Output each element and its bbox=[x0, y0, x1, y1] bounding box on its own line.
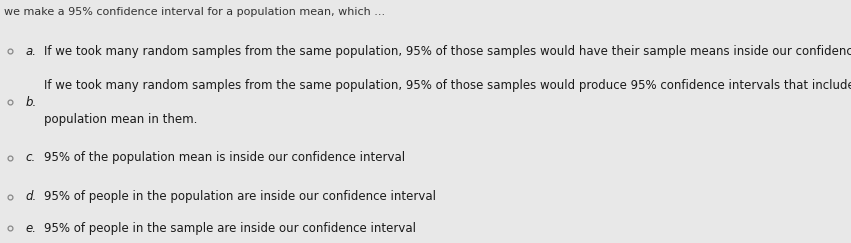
Text: e.: e. bbox=[26, 222, 37, 235]
Text: 95% of people in the sample are inside our confidence interval: 95% of people in the sample are inside o… bbox=[44, 222, 416, 235]
Text: 95% of people in the population are inside our confidence interval: 95% of people in the population are insi… bbox=[44, 190, 437, 203]
Text: If we took many random samples from the same population, 95% of those samples wo: If we took many random samples from the … bbox=[44, 44, 851, 58]
Text: population mean in them.: population mean in them. bbox=[44, 113, 197, 126]
Text: we make a 95% confidence interval for a population mean, which ...: we make a 95% confidence interval for a … bbox=[4, 7, 386, 17]
Text: b.: b. bbox=[26, 95, 37, 109]
Text: If we took many random samples from the same population, 95% of those samples wo: If we took many random samples from the … bbox=[44, 78, 851, 92]
Text: a.: a. bbox=[26, 44, 37, 58]
Text: c.: c. bbox=[26, 151, 36, 165]
Text: d.: d. bbox=[26, 190, 37, 203]
Text: 95% of the population mean is inside our confidence interval: 95% of the population mean is inside our… bbox=[44, 151, 405, 165]
